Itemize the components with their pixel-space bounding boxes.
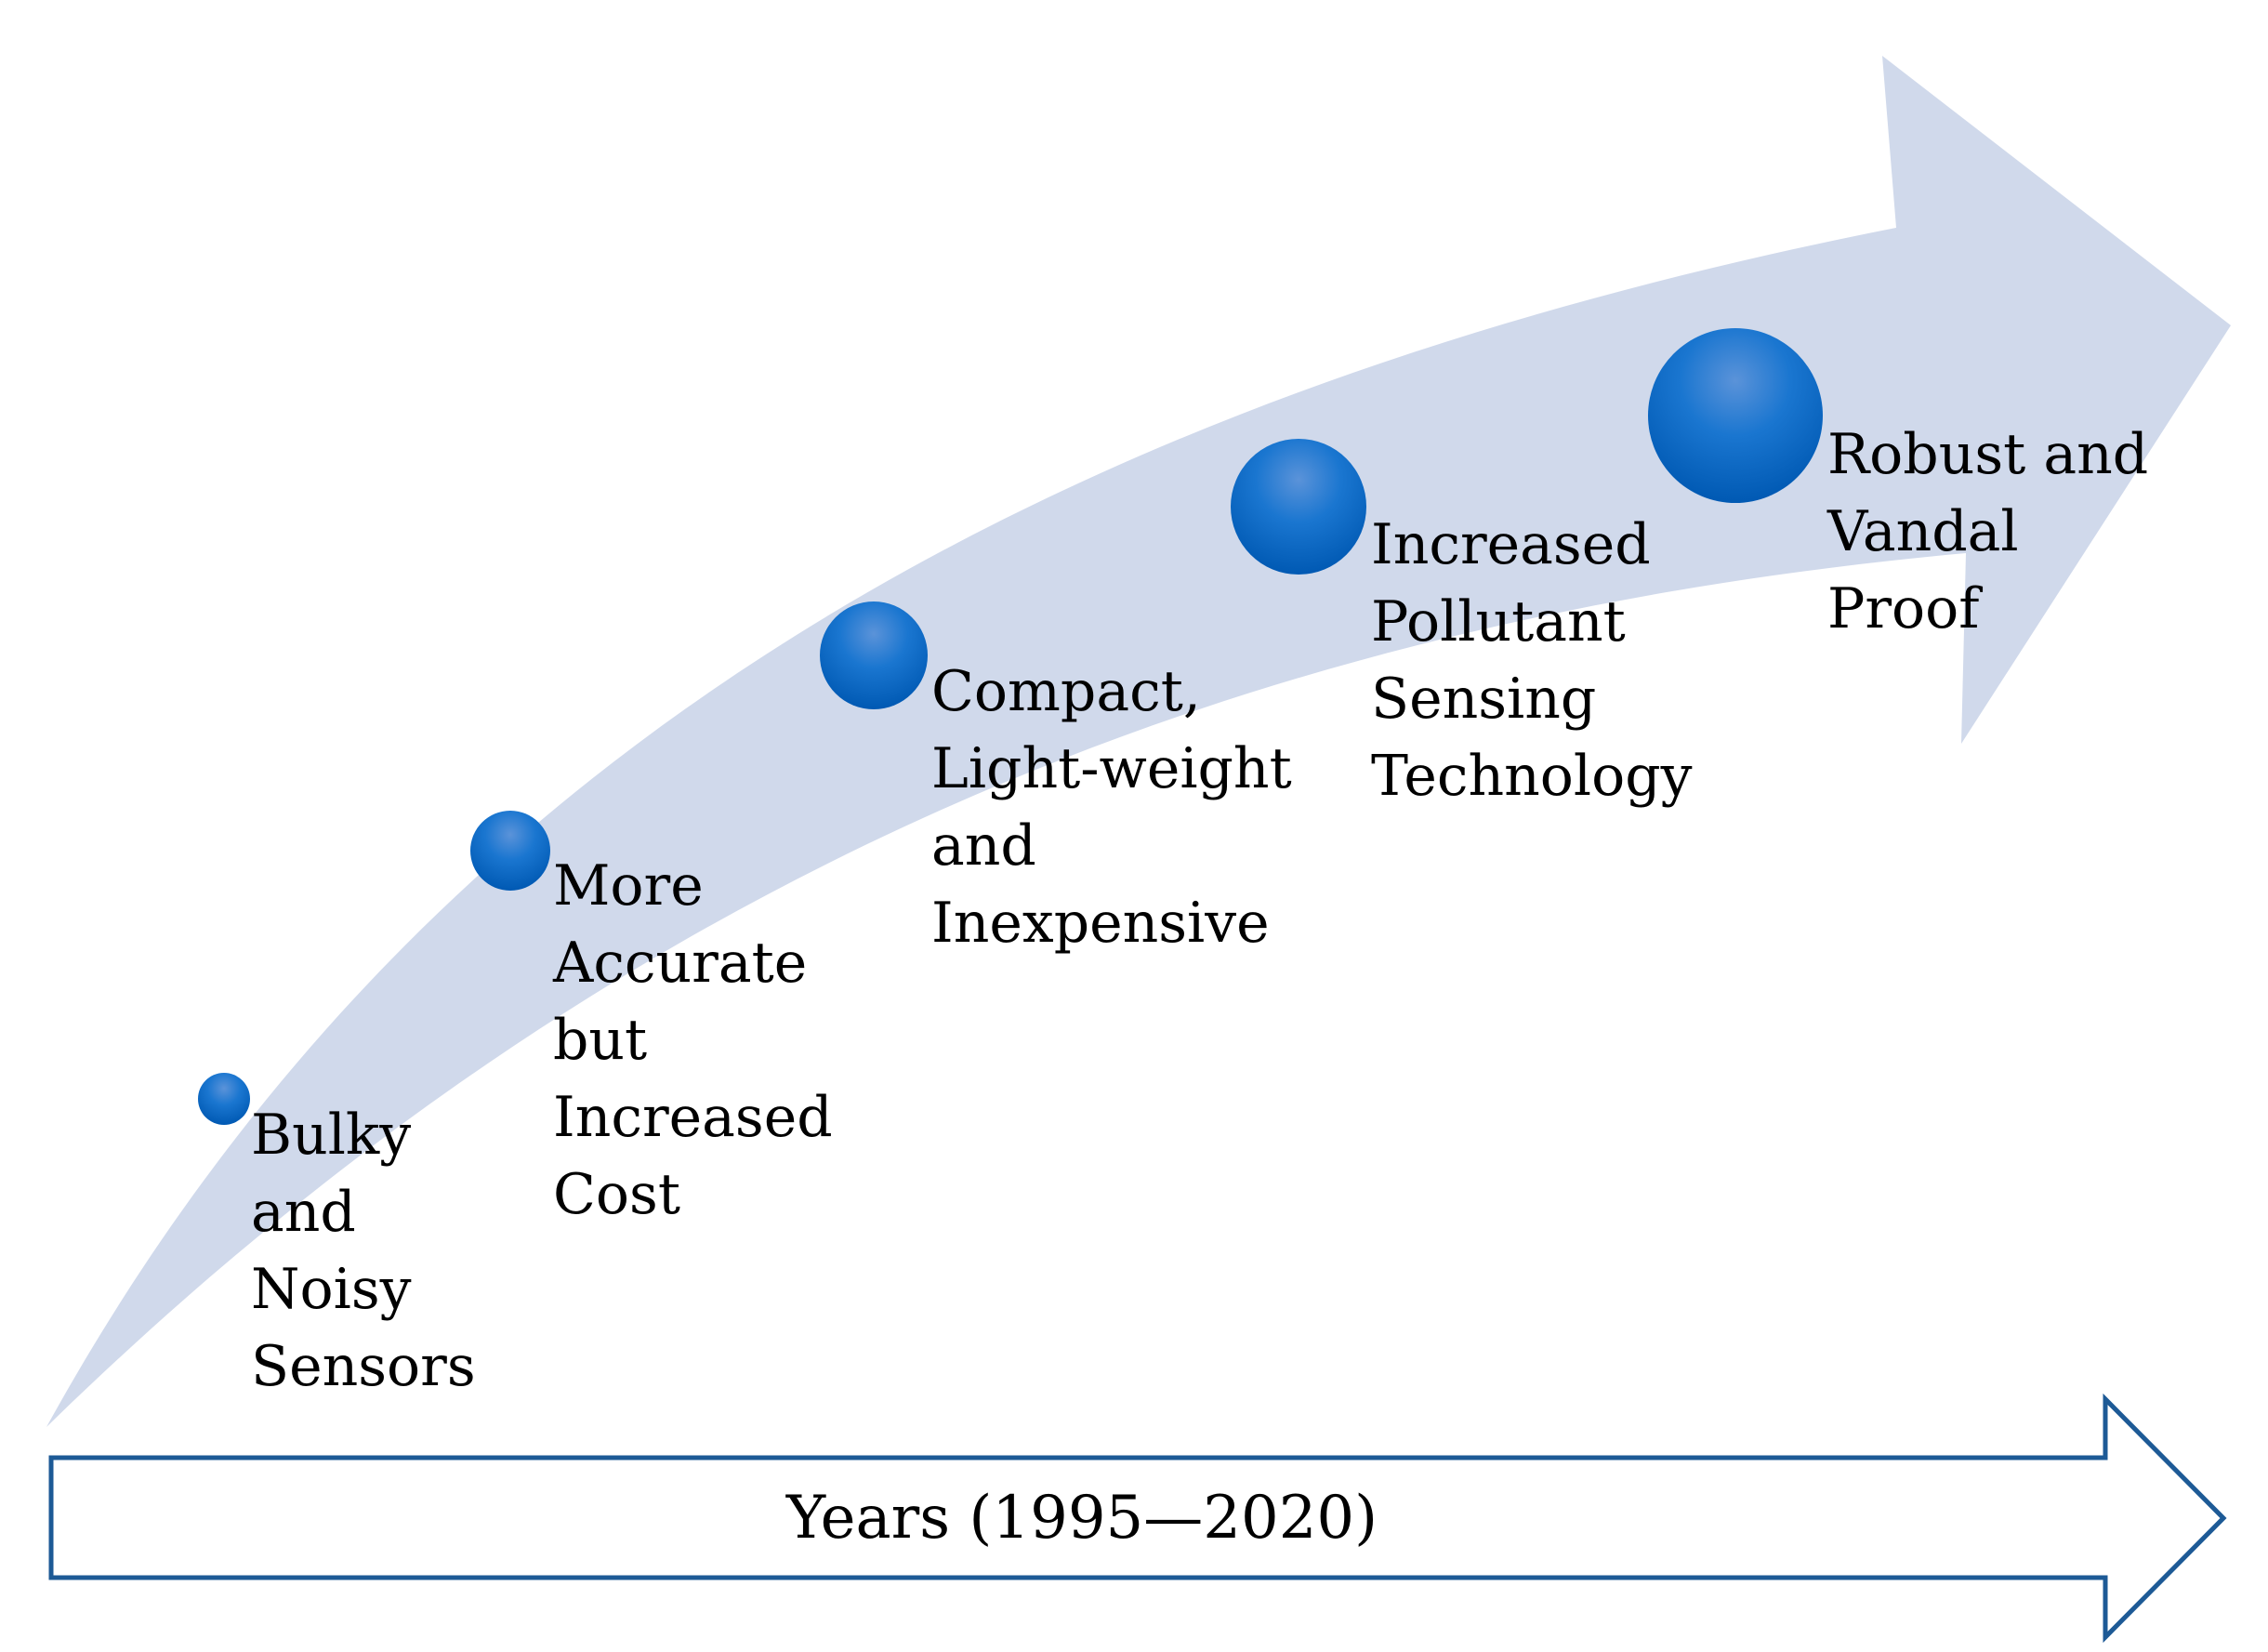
stage-label-pollutant-sensing: Increased Pollutant Sensing Technology: [1371, 512, 1693, 809]
stage-node-4: [1231, 439, 1366, 575]
timeline-label: Years (1995—2020): [785, 1484, 1378, 1553]
stage-node-3: [820, 601, 928, 709]
stage-label-compact: Compact, Light-weight and Inexpensive: [931, 659, 1292, 956]
stage-label-bulky-sensors: Bulky and Noisy Sensors: [251, 1103, 476, 1399]
stage-node-2: [470, 811, 550, 891]
stage-node-1: [198, 1073, 250, 1125]
stage-node-5: [1648, 328, 1823, 503]
stage-label-more-accurate: More Accurate but Increased Cost: [553, 853, 833, 1227]
timeline-arrow: [48, 1393, 2227, 1644]
stage-label-robust: Robust and Vandal Proof: [1827, 422, 2149, 641]
